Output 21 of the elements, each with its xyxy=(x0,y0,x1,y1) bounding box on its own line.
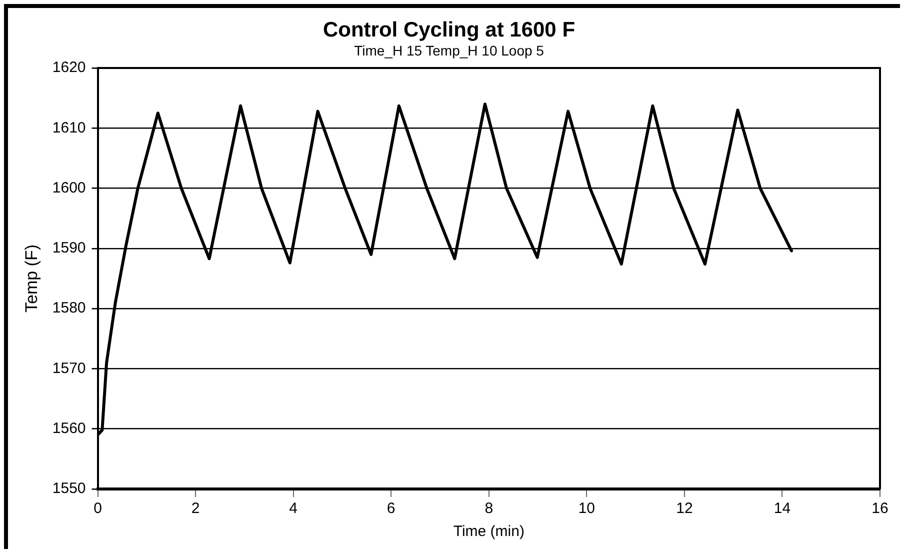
x-tick-label: 2 xyxy=(191,500,200,518)
x-tick-label: 8 xyxy=(484,500,494,518)
y-tick-label: 1560 xyxy=(52,420,86,437)
y-tick-label: 1600 xyxy=(52,179,86,196)
x-axis-title: Time (min) xyxy=(453,523,524,540)
x-tick-label: 6 xyxy=(386,500,396,518)
x-tick-label: 12 xyxy=(676,500,693,518)
x-tick-label: 4 xyxy=(289,500,298,518)
chart-subtitle: Time_H 15 Temp_H 10 Loop 5 xyxy=(354,42,544,58)
y-tick-label: 1610 xyxy=(52,119,86,136)
y-axis-title: Temp (F) xyxy=(22,244,41,312)
chart-title: Control Cycling at 1600 F xyxy=(322,18,576,42)
x-tick-label: 14 xyxy=(774,500,791,518)
y-tick-label: 1580 xyxy=(52,300,86,317)
y-tick-label: 1570 xyxy=(52,360,86,377)
x-tick-label: 16 xyxy=(872,500,888,518)
x-tick-label: 10 xyxy=(578,500,596,518)
x-tick-label: 0 xyxy=(94,500,102,518)
y-tick-label: 1620 xyxy=(52,59,86,76)
y-tick-label: 1550 xyxy=(52,480,86,498)
y-tick-label: 1590 xyxy=(52,240,86,257)
